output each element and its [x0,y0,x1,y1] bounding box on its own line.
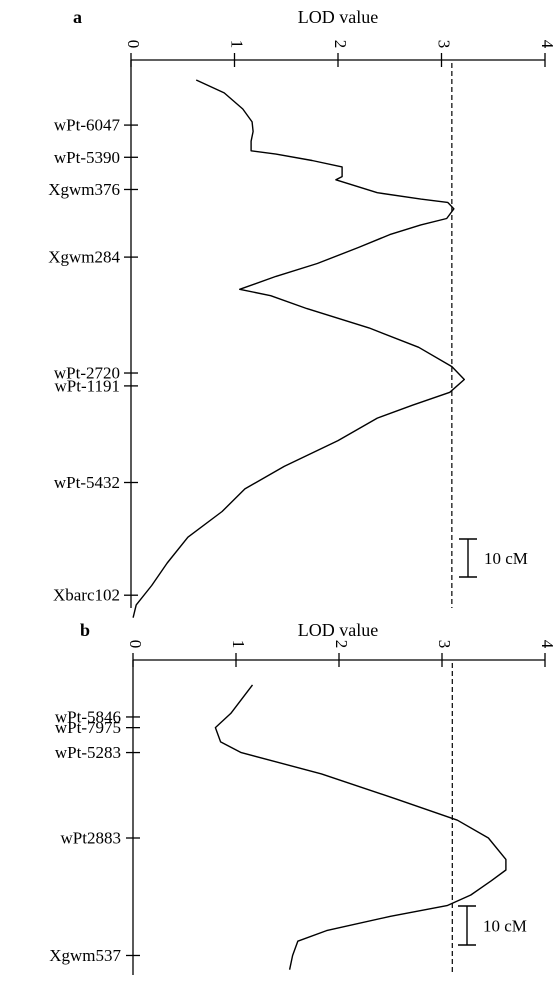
panel-b-title: LOD value [298,620,378,640]
panel-b-marker-label: wPt-7975 [55,718,121,737]
panel-a-marker-label: Xbarc102 [53,586,120,605]
panel-a-label: a [73,7,82,27]
panel-b-lod-tick-label: 2 [332,640,351,649]
panel-b-marker-label: Xgwm537 [49,946,121,965]
panel-a-marker-label: wPt-5390 [54,148,120,167]
panel-a-marker-label: Xgwm376 [48,180,120,199]
panel-a-marker-label: wPt-5432 [54,473,120,492]
panel-a: a LOD value 0 1 2 3 4 wPt-6047 wPt-5390 Xgwm376… [48,7,556,618]
panel-a-marker-label: wPt-6047 [54,116,121,135]
panel-b-lod-tick-label: 3 [435,640,454,649]
panel-b-marker-label: wPt2883 [61,829,121,848]
panel-a-lod-curve [132,79,465,618]
panel-a-marker-label: Xgwm284 [48,248,120,267]
panel-b-marker-label: wPt-5846 [55,707,121,726]
panel-b-label: b [80,620,90,640]
panel-b-lod-curve [214,684,507,970]
panel-b-scale-bar-label: 10 cM [483,917,527,936]
panel-b-lod-tick-label: 0 [126,640,145,649]
panel-b-marker-label: wPt-5283 [55,743,121,762]
panel-a-scale-bar-label: 10 cM [484,549,528,568]
panel-a-marker-label: wPt-2720 [54,364,120,383]
panel-a-marker-label: wPt-1191 [55,376,121,395]
panel-a-lod-tick-label: 0 [124,40,143,49]
panel-a-title: LOD value [298,7,378,27]
panel-a-lod-tick-label: 3 [435,40,454,49]
panel-b-lod-tick-label: 1 [229,640,248,649]
panel-a-lod-tick-label: 1 [228,40,247,49]
panel-b-lod-tick-label: 4 [538,640,556,649]
panel-a-lod-tick-label: 2 [331,40,350,49]
panel-a-lod-tick-label: 4 [538,40,556,49]
